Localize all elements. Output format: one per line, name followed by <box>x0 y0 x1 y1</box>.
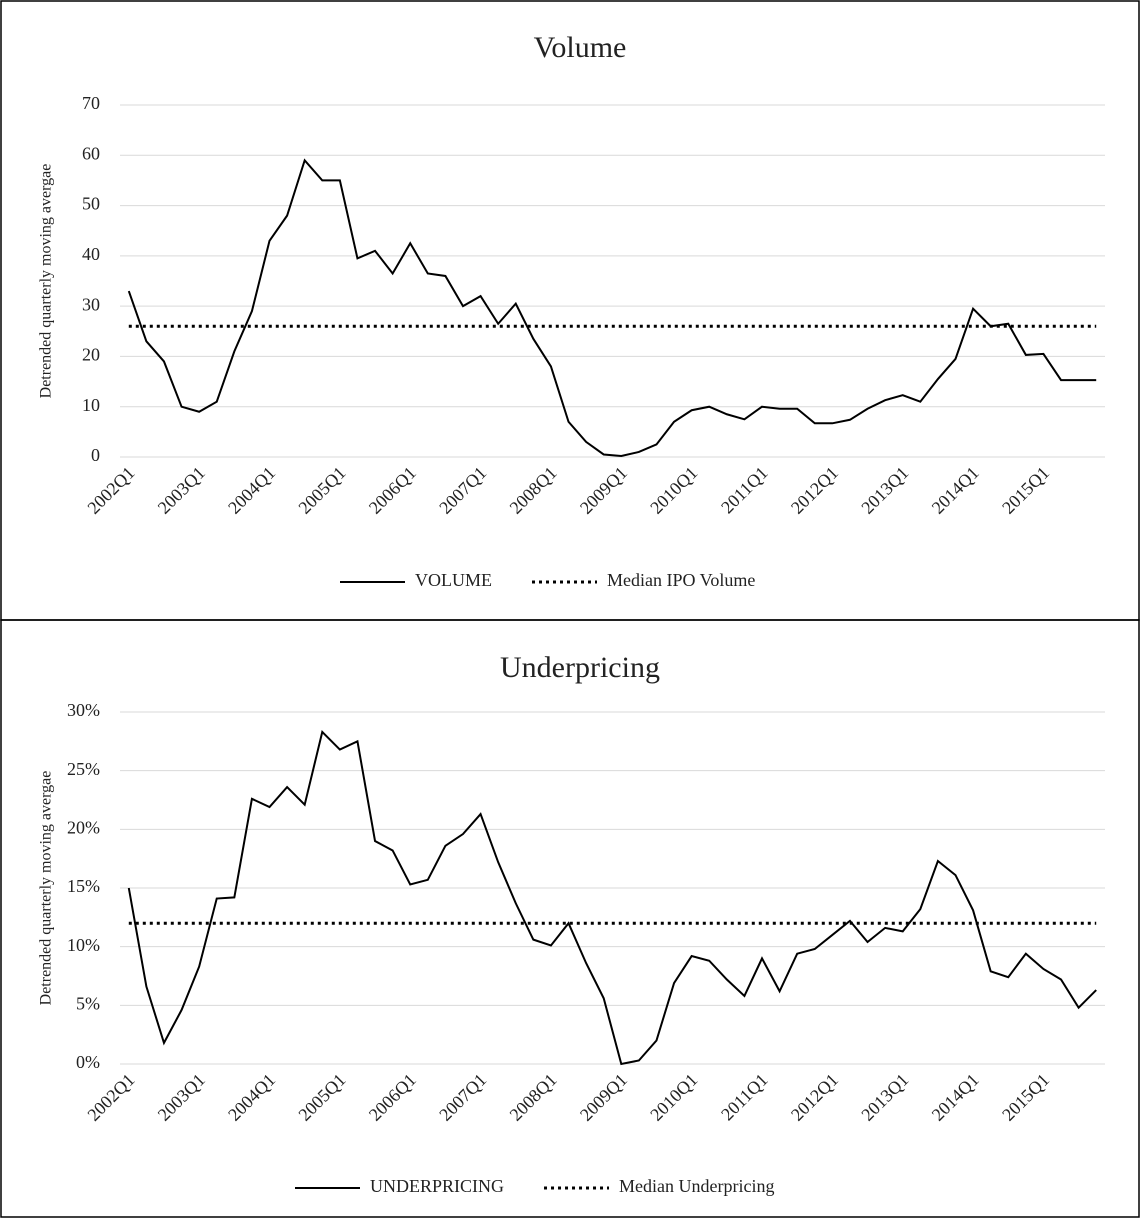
x-tick-label: 2013Q1 <box>857 1070 912 1125</box>
x-tick-label: 2006Q1 <box>365 1070 420 1125</box>
y-tick-label: 30% <box>67 700 100 720</box>
x-tick-label: 2006Q1 <box>365 463 420 518</box>
legend-label: VOLUME <box>415 570 492 590</box>
x-tick-label: 2008Q1 <box>506 1070 561 1125</box>
y-tick-label: 20% <box>67 817 100 837</box>
x-tick-label: 2004Q1 <box>224 1070 279 1125</box>
x-tick-label: 2013Q1 <box>857 463 912 518</box>
y-tick-label: 30 <box>82 294 100 314</box>
x-tick-label: 2009Q1 <box>576 463 631 518</box>
x-tick-label: 2005Q1 <box>294 463 349 518</box>
legend-label: Median IPO Volume <box>607 570 755 590</box>
y-tick-label: 0% <box>76 1052 100 1072</box>
x-tick-label: 2014Q1 <box>928 463 983 518</box>
panel-border <box>0 619 1140 1218</box>
x-tick-label: 2011Q1 <box>717 1070 772 1125</box>
x-tick-label: 2004Q1 <box>224 463 279 518</box>
x-tick-label: 2007Q1 <box>435 463 490 518</box>
y-tick-label: 0 <box>91 445 100 465</box>
chart-title: Volume <box>534 31 627 64</box>
y-tick-label: 5% <box>76 993 100 1013</box>
x-tick-label: 2007Q1 <box>435 1070 490 1125</box>
y-tick-label: 10 <box>82 395 100 415</box>
y-tick-label: 20 <box>82 345 100 365</box>
x-tick-label: 2002Q1 <box>83 463 138 518</box>
x-tick-label: 2015Q1 <box>998 1070 1053 1125</box>
x-tick-label: 2012Q1 <box>787 463 842 518</box>
x-tick-label: 2009Q1 <box>576 1070 631 1125</box>
y-axis-label: Detrended quarterly moving avergae <box>38 164 55 399</box>
x-tick-label: 2010Q1 <box>646 463 701 518</box>
data-line <box>127 158 1097 458</box>
legend-label: UNDERPRICING <box>370 1176 504 1196</box>
x-tick-label: 2014Q1 <box>928 1070 983 1125</box>
y-tick-label: 15% <box>67 876 100 896</box>
x-tick-label: 2012Q1 <box>787 1070 842 1125</box>
y-axis-label: Detrended quarterly moving avergae <box>38 771 55 1006</box>
x-tick-label: 2002Q1 <box>83 1070 138 1125</box>
y-tick-label: 10% <box>67 935 100 955</box>
y-tick-label: 50 <box>82 194 100 214</box>
chart-title: Underpricing <box>500 651 660 684</box>
x-tick-label: 2008Q1 <box>506 463 561 518</box>
x-tick-label: 2003Q1 <box>154 1070 209 1125</box>
legend-label: Median Underpricing <box>619 1176 774 1196</box>
y-tick-label: 40 <box>82 244 100 264</box>
x-tick-label: 2010Q1 <box>646 1070 701 1125</box>
x-tick-label: 2003Q1 <box>154 463 209 518</box>
data-line <box>127 729 1097 1066</box>
panel-border <box>0 0 1140 621</box>
y-tick-label: 25% <box>67 759 100 779</box>
x-tick-label: 2005Q1 <box>294 1070 349 1125</box>
y-tick-label: 60 <box>82 143 100 163</box>
x-tick-label: 2015Q1 <box>998 463 1053 518</box>
x-tick-label: 2011Q1 <box>717 463 772 518</box>
y-tick-label: 70 <box>82 93 100 113</box>
